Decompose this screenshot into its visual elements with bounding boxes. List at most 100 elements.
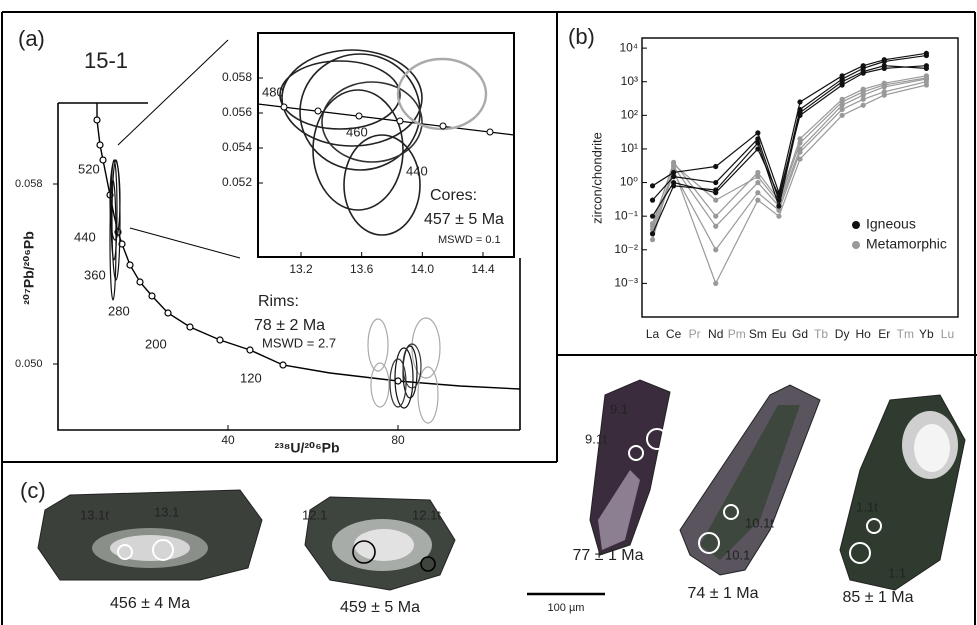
profile-segment (884, 84, 927, 96)
profile-segment (841, 104, 864, 116)
age-marker: 360 (84, 267, 106, 282)
profile-segment (652, 182, 675, 217)
inset-ticks: 0.058 0.056 0.054 0.052 13.2 13.6 14.0 14.4 (222, 70, 495, 276)
x-tick-label: Dy (835, 327, 850, 341)
profile-segment (799, 98, 843, 140)
age-marker: 480 (262, 84, 284, 99)
profile-segment (757, 132, 780, 193)
panel-label: (b) (568, 24, 595, 49)
frames (1, 11, 977, 625)
data-point (839, 106, 845, 113)
x-tick-label: Sm (749, 327, 767, 341)
data-point (649, 237, 656, 243)
profile-segment (841, 72, 864, 86)
profile-segment (651, 172, 675, 234)
x-tick-label: Tb (814, 327, 828, 341)
data-point (755, 169, 761, 176)
profile-segment (841, 67, 864, 80)
profile-segment (862, 86, 885, 96)
y-tick-label: 10³ (621, 74, 638, 88)
spot-label: 12.1 (302, 507, 327, 522)
profile-segment (799, 84, 843, 116)
data-point (881, 92, 887, 98)
data-point (671, 161, 677, 167)
rims-mswd: MSWD = 2.7 (262, 335, 336, 350)
data-point (860, 96, 866, 102)
data-point (839, 79, 845, 85)
sample-label: 15-1 (84, 48, 128, 73)
profile-segment (778, 148, 801, 207)
spot-label: 1.1t (856, 499, 878, 514)
legend-label: Igneous (866, 216, 916, 232)
profile-segment (715, 192, 759, 251)
profile-segment (884, 78, 927, 88)
zircon-grain (589, 379, 671, 556)
legend-marker (852, 241, 860, 249)
profile-segment (841, 88, 864, 100)
x-tick-label: 80 (391, 433, 405, 447)
profile-segment (652, 176, 675, 201)
y-tick-label: 0.058 (15, 178, 43, 190)
profile-segment (715, 199, 759, 284)
y-tick-label: 0.058 (222, 70, 252, 84)
data-point (860, 69, 866, 75)
profile-segment (673, 185, 716, 191)
profile-segment (673, 166, 717, 227)
profile-segment (673, 168, 717, 284)
profile-segment (715, 132, 759, 167)
grain-age: 456 ± 4 Ma (110, 595, 190, 612)
x-tick-label: Yb (919, 327, 934, 341)
panel-c: (c) 13.1t 13.1 456 ± 4 Ma 12.1 12.1t 459… (20, 379, 966, 616)
data-point (923, 52, 930, 59)
x-tick-label: Gd (792, 327, 808, 341)
y-tick-label: 10⁻¹ (614, 208, 638, 222)
x-tick-label: La (646, 327, 660, 341)
zoom-line (129, 227, 241, 259)
y-axis-label: ²⁰⁷Pb/²⁰⁶Pb (21, 231, 37, 304)
cores-mswd: MSWD = 0.1 (438, 234, 501, 246)
spot-label: 10.1 (725, 547, 750, 562)
profile-segment (841, 71, 864, 83)
data-point (839, 99, 845, 105)
profile-segment (757, 142, 780, 207)
panel-a: (a) 15-1 ²⁰⁷Pb/²⁰⁶Pb ²³⁸U/²⁰⁶Pb 0.058 0.… (15, 26, 521, 456)
y-tick-label: 10⁻² (614, 242, 638, 256)
profile-segment (778, 101, 801, 193)
profile-segment (863, 84, 885, 93)
spot-label: 9.1 (610, 401, 628, 416)
core-ellipses (109, 159, 121, 301)
spot-label: 1.1 (888, 565, 906, 580)
data-point (713, 247, 719, 253)
age-marker: 460 (346, 124, 368, 139)
profile-segment (799, 114, 843, 160)
profile-segment (778, 152, 801, 211)
data-point (649, 221, 656, 227)
inset-ellipses (279, 49, 488, 236)
zircon-grain (304, 496, 456, 591)
cores-title: Cores: (430, 187, 477, 204)
grain-age: 459 ± 5 Ma (340, 599, 420, 616)
data-point (713, 223, 719, 229)
data-point (797, 156, 803, 162)
data-point (776, 213, 782, 219)
age-marker: 280 (108, 303, 130, 318)
profile-segment (863, 60, 885, 69)
profile-segment (673, 176, 716, 184)
x-tick-label: 14.4 (471, 262, 495, 276)
spot-label: 13.1 (154, 504, 179, 519)
profile-segment (799, 78, 843, 110)
zircon-grain (37, 489, 263, 581)
profile-segment (715, 138, 759, 183)
profile-segment (884, 75, 927, 84)
spot-label: 10.1t (745, 515, 774, 530)
y-tick-label: 0.056 (222, 105, 252, 119)
x-tick-label: Ho (856, 327, 872, 341)
profile-segment (651, 185, 675, 234)
data-point (797, 149, 803, 155)
age-marker: 200 (145, 336, 167, 351)
profile-segment (715, 148, 759, 194)
legend-label: Metamorphic (866, 236, 947, 252)
x-tick-label: Pm (728, 327, 746, 341)
data-point (713, 213, 719, 219)
